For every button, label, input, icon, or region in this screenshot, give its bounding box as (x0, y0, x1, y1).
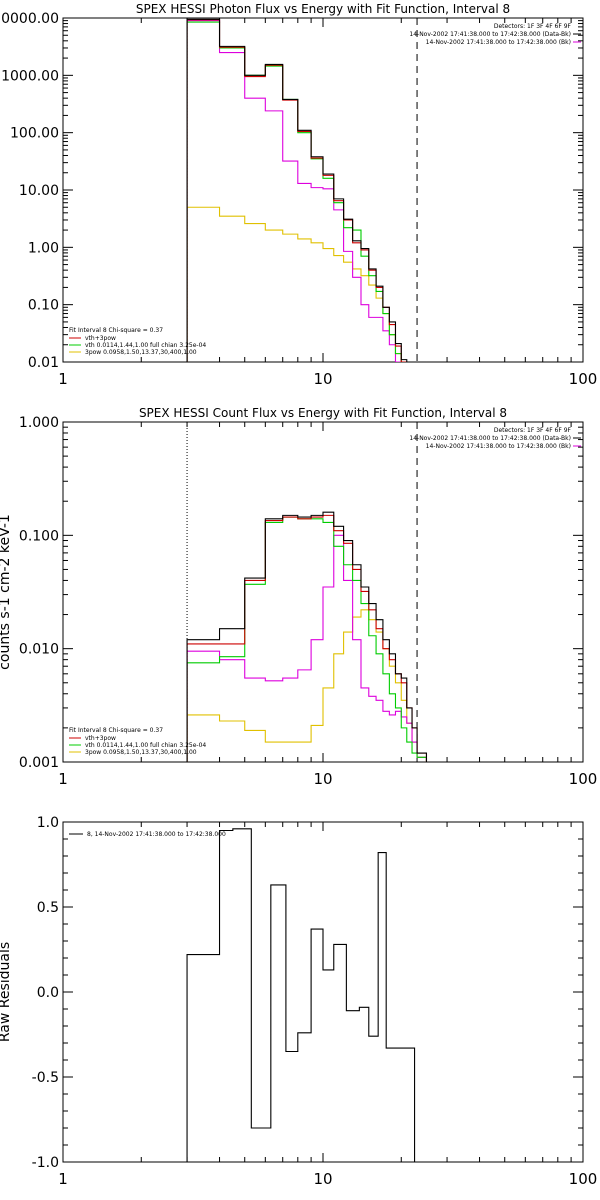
series-line-3 (186, 21, 427, 362)
fit-legend-entry: 3pow 0.0958,1.50,13.37,30,400,1.00 (85, 349, 197, 356)
y-tick-label: 0.001 (19, 755, 59, 771)
series-line-4 (186, 20, 427, 362)
series-line-5 (186, 609, 428, 762)
x-tick-label: 100 (569, 370, 598, 388)
x-tick-label: 1 (58, 370, 68, 388)
chart-panel-3: 1 10 100 -1.0 -0.5 0.0 0.5 1.0 Raw Residuals 8, 1… (0, 815, 597, 1188)
y-tick-label: 100.00 (10, 126, 59, 142)
x-tick-label: 10 (313, 770, 332, 788)
fit-legend-header: Fit Interval 8 Chi-square = 0.37 (69, 727, 163, 734)
fit-legend-header: Fit Interval 8 Chi-square = 0.37 (69, 327, 163, 334)
fit-legend-entry: 3pow 0.0958,1.50,13.37,30,400,1.00 (85, 749, 197, 756)
y-tick-label: 1.00 (28, 240, 59, 256)
legend-line: 14-Nov-2002 17:41:38.000 to 17:42:38.000… (426, 443, 571, 450)
y-axis-label: Raw Residuals (0, 942, 13, 1042)
legend-line: 14-Nov-2002 17:41:38.000 to 17:42:38.000… (409, 31, 571, 38)
y-tick-label: 1.0 (37, 815, 59, 831)
y-tick-label: -0.5 (32, 1070, 59, 1086)
series-line-5 (186, 206, 427, 362)
fit-legend-entry: vth+3pow (85, 335, 116, 342)
plot-frame (62, 17, 584, 363)
y-tick-label: 10.00 (19, 183, 59, 199)
series-line-1 (186, 18, 427, 362)
x-tick-label: 10 (313, 1170, 332, 1188)
y-tick-label: 1.000 (19, 415, 59, 431)
series-group (186, 18, 427, 362)
y-tick-label: 0.01 (28, 355, 59, 371)
x-tick-label: 10 (313, 370, 332, 388)
chart-title: SPEX HESSI Photon Flux vs Energy with Fi… (136, 2, 510, 16)
y-tick-label: -1.0 (32, 1155, 59, 1171)
series-line-3 (186, 516, 428, 762)
fit-legend-entry: vth+3pow (85, 735, 116, 742)
series-line-1 (186, 828, 416, 1162)
chart-title: SPEX HESSI Count Flux vs Energy with Fit… (139, 406, 507, 420)
x-tick-label: 100 (569, 1170, 598, 1188)
series-group (186, 511, 428, 762)
y-tick-label: 0000.00 (1, 11, 59, 27)
legend-line: 8, 14-Nov-2002 17:41:38.000 to 17:42:38.… (87, 831, 226, 838)
x-tick-label: 100 (569, 770, 598, 788)
x-tick-label: 1 (58, 1170, 68, 1188)
series-line-4 (186, 534, 428, 762)
series-line-1 (186, 511, 428, 762)
y-tick-label: 0.10 (28, 298, 59, 314)
fit-legend-entry: vth 0.0114,1.44,1.00 full chian 3.25e-04 (85, 342, 206, 349)
series-line-2 (186, 514, 428, 762)
y-tick-label: 0.5 (37, 900, 59, 916)
fit-legend-entry: vth 0.0114,1.44,1.00 full chian 3.25e-04 (85, 742, 206, 749)
y-tick-label: 0.100 (19, 528, 59, 544)
legend-line: 14-Nov-2002 17:41:38.000 to 17:42:38.000… (409, 435, 571, 442)
legend-line: 14-Nov-2002 17:41:38.000 to 17:42:38.000… (426, 39, 571, 46)
series-line-2 (186, 19, 427, 362)
legend-line: Detectors: 1F 3F 4F 6F 9F (494, 23, 572, 30)
x-tick-label: 1 (58, 770, 68, 788)
y-axis-label: counts s-1 cm-2 keV-1 (0, 514, 13, 670)
chart-panel-2: SPEX HESSI Count Flux vs Energy with Fit… (0, 406, 597, 788)
plot-frame (62, 821, 584, 1163)
y-tick-label: 0.0 (37, 985, 59, 1001)
chart-panel-1: SPEX HESSI Photon Flux vs Energy with Fi… (1, 2, 597, 388)
legend-line: Detectors: 1F 3F 4F 6F 9F (494, 427, 572, 434)
y-tick-label: 1000.00 (1, 68, 59, 84)
series-group (186, 828, 416, 1162)
y-tick-label: 0.010 (19, 642, 59, 658)
